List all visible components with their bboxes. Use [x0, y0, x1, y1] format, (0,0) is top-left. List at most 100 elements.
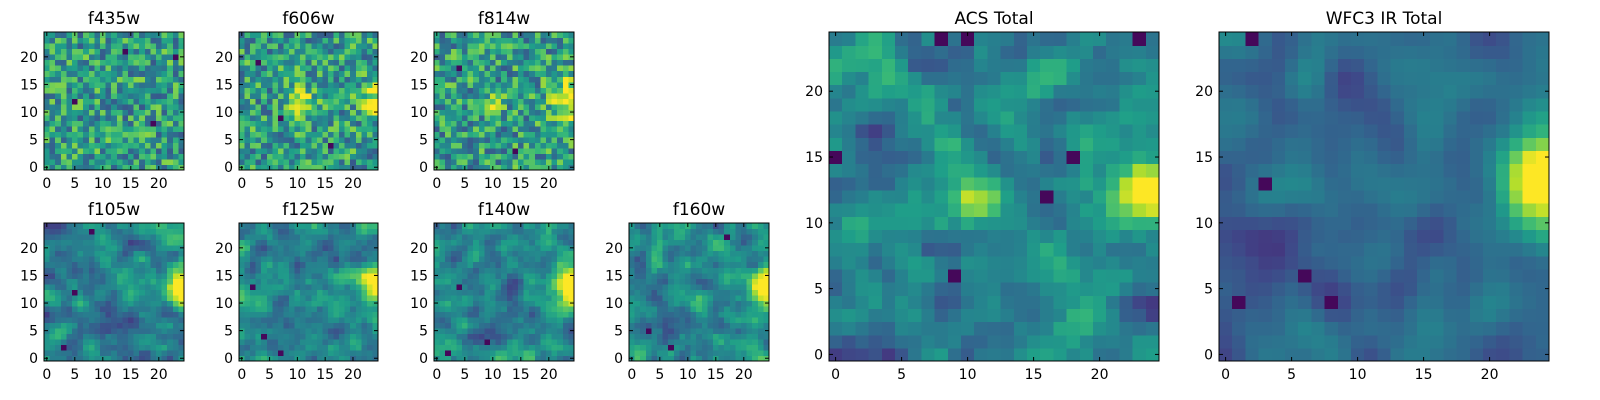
heatmap-cell [355, 245, 362, 252]
heatmap-cell [895, 203, 909, 217]
heatmap-cell [974, 189, 988, 204]
heatmap-cell [551, 92, 558, 99]
heatmap-cell [741, 272, 748, 279]
heatmap-cell [1000, 295, 1015, 309]
heatmap-cell [277, 147, 285, 155]
heatmap-cell [557, 147, 564, 155]
heatmap-cell [1079, 334, 1094, 349]
heatmap-cell [434, 142, 441, 149]
heatmap-cell [72, 142, 79, 149]
heatmap-cell [735, 261, 742, 268]
heatmap-cell [1013, 321, 1028, 336]
heatmap-cell [261, 48, 268, 55]
heatmap-cell [478, 153, 485, 160]
heatmap-cell [562, 267, 569, 274]
heatmap-cell [490, 109, 497, 116]
heatmap-cell [673, 245, 680, 252]
heatmap-cell [662, 355, 669, 362]
heatmap-cell [300, 261, 307, 268]
heatmap-cell [44, 103, 51, 110]
heatmap-cell [551, 87, 558, 94]
heatmap-cell [344, 32, 351, 39]
heatmap-cell [1119, 242, 1134, 257]
heatmap-cell [473, 147, 480, 155]
heatmap-cell [757, 327, 764, 334]
heatmap-cell [83, 153, 90, 160]
heatmap-cell [300, 289, 307, 296]
heatmap-cell [724, 228, 731, 235]
heatmap-cell [327, 223, 335, 230]
heatmap-cell [501, 32, 508, 39]
heatmap-cell [529, 153, 536, 160]
heatmap-cell [44, 125, 51, 132]
heatmap-cell [44, 294, 51, 301]
heatmap-cell [94, 289, 101, 296]
heatmap-cell [724, 256, 731, 263]
heatmap-cell [501, 234, 508, 241]
heatmap-cell [679, 294, 686, 301]
heatmap-cell [44, 261, 51, 268]
heatmap-cell [501, 54, 508, 61]
heatmap-cell [116, 228, 123, 235]
heatmap-cell [718, 355, 725, 362]
heatmap-cell [283, 294, 290, 301]
heatmap-cell [66, 87, 73, 94]
heatmap-cell [111, 239, 118, 246]
heatmap-cell [842, 189, 856, 204]
heatmap-cell [645, 234, 652, 241]
heatmap-cell [167, 316, 174, 323]
heatmap-cell [294, 54, 301, 61]
heatmap-cell [172, 43, 179, 50]
heatmap-cell [679, 250, 686, 257]
heatmap-cell [300, 305, 307, 312]
heatmap-cell [456, 283, 463, 290]
heatmap-cell [172, 305, 179, 312]
heatmap-cell [139, 48, 146, 55]
heatmap-cell [333, 59, 340, 66]
heatmap-cell [305, 289, 312, 296]
heatmap-cell [473, 338, 480, 346]
heatmap-cell [294, 267, 301, 274]
heatmap-cell [350, 305, 357, 312]
heatmap-cell [456, 338, 463, 346]
heatmap-cell [105, 114, 112, 121]
heatmap-cell [1132, 268, 1147, 283]
heatmap-cell [529, 316, 536, 323]
heatmap-cell [361, 92, 368, 99]
heatmap-cell [546, 120, 553, 127]
heatmap-cell [1079, 321, 1094, 336]
heatmap-cell [529, 322, 536, 329]
heatmap-cell [696, 239, 703, 246]
heatmap-cell [94, 37, 101, 44]
heatmap-cell [111, 294, 118, 301]
heatmap-cell [757, 261, 764, 268]
y-tick-label: 5 [419, 324, 428, 340]
heatmap-cell [557, 245, 564, 252]
heatmap-cell [311, 338, 318, 346]
heatmap-cell [434, 153, 441, 160]
heatmap-cell [478, 272, 485, 279]
heatmap-cell [144, 136, 151, 143]
heatmap-cell [1066, 189, 1081, 204]
heatmap-cell [634, 228, 641, 235]
heatmap-cell [344, 300, 351, 307]
heatmap-cell [568, 322, 575, 329]
heatmap-cell [327, 283, 335, 290]
heatmap-cell [60, 344, 67, 351]
heatmap-cell [450, 223, 457, 230]
heatmap-cell [133, 147, 140, 155]
heatmap-cell [244, 272, 251, 279]
heatmap-cell [974, 255, 988, 270]
heatmap-cell [133, 131, 140, 138]
heatmap-cell [60, 142, 67, 149]
heatmap-cell [167, 250, 174, 257]
heatmap-cell [122, 250, 129, 257]
heatmap-cell [741, 289, 748, 296]
heatmap-cell [66, 114, 73, 121]
heatmap-cell [244, 70, 251, 77]
heatmap-cell [568, 70, 575, 77]
heatmap-cell [344, 349, 351, 357]
heatmap-cell [44, 142, 51, 149]
heatmap-cell [534, 234, 541, 241]
